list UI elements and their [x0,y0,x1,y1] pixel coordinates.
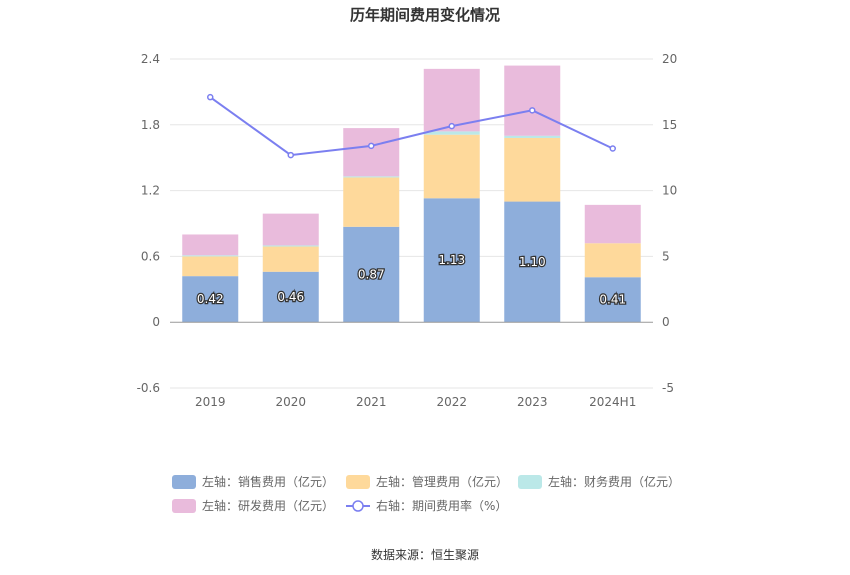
bar-segment [423,134,480,199]
line-path [209,96,614,157]
bar-segment [504,201,561,323]
bar-data-label: 0.87 [358,267,385,281]
bar-data-label: 0.41 [599,293,626,307]
line-point [207,93,214,101]
right-axis-tick-label: 15 [662,118,677,132]
left-axis-tick-label: 0.6 [141,249,160,263]
legend-label: 左轴：研发费用（亿元） [202,498,334,513]
x-axis: 2019 2020 2021 2022 2023 2024H1 [170,321,653,409]
line-point [529,107,536,114]
bar-segment [423,198,480,323]
left-axis-tick-label: 1.8 [141,118,160,132]
x-axis-tick-label: 2022 [436,395,467,409]
legend-line-marker [352,500,364,512]
left-axis-tick-label: 1.2 [141,184,160,198]
bar-segment [182,255,239,257]
grid-lines [170,58,653,389]
bar-data-labels: 0.42 0.46 0.87 1.13 1.10 0.41 [196,252,628,308]
right-axis-tick-label: 10 [662,184,677,198]
bar-segment [182,256,239,277]
line-point [368,142,375,150]
legend: 左轴：销售费用（亿元） 左轴：管理费用（亿元） 左轴：财务费用（亿元） 左轴：研发费用… [172,474,680,513]
bar-segment [182,234,239,256]
legend-label: 左轴：财务费用（亿元） [548,474,680,489]
bar-segment [343,226,400,323]
bar-data-label: 1.13 [438,253,465,267]
bar-series [182,65,641,323]
x-axis-tick-label: 2021 [356,395,387,409]
bar-segment [262,245,319,247]
bar-segment [584,243,641,278]
bar-segment [262,213,319,246]
bar-segment [262,246,319,272]
bar-segment [584,277,641,323]
bar-segment [343,176,400,178]
source-note: 数据来源：恒生聚源 [371,547,479,562]
left-axis-tick-label: 2.4 [141,52,160,66]
left-axis: -0.6 0 0.6 1.2 1.8 2.4 [137,52,160,395]
legend-label: 左轴：管理费用（亿元） [376,474,508,489]
right-axis-tick-label: 20 [662,52,677,66]
bar-segment [584,204,641,244]
left-axis-tick-label: -0.6 [137,381,160,395]
bar-segment [262,271,319,323]
line-point [448,122,455,130]
line-point [609,145,616,152]
legend-swatch [172,499,196,513]
legend-swatch [346,475,370,489]
bar-segment [343,128,400,177]
legend-label: 左轴：销售费用（亿元） [202,474,334,489]
bar-segment [504,65,561,136]
bar-data-label: 1.10 [519,255,546,269]
right-axis-tick-label: 5 [662,249,670,263]
bar-data-label: 0.46 [277,290,304,304]
x-axis-tick-label: 2023 [517,395,548,409]
bar-segment [182,276,239,323]
left-axis-tick-label: 0 [152,315,160,329]
legend-swatch [518,475,542,489]
right-axis-tick-label: 0 [662,315,670,329]
bar-segment [504,135,561,138]
x-axis-tick-label: 2024H1 [589,395,636,409]
right-axis-tick-label: -5 [662,381,674,395]
right-axis: -5 0 5 10 15 20 [662,52,677,395]
bar-segment [504,137,561,202]
legend-swatch [172,475,196,489]
line-series [207,93,616,159]
bar-data-label: 0.42 [197,292,224,306]
bar-segment [343,177,400,227]
legend-label: 右轴：期间费用率（%） [376,498,507,513]
line-point [287,151,294,159]
bar-segment [423,68,480,132]
x-axis-tick-label: 2019 [195,395,226,409]
bar-segment [423,131,480,135]
chart-title: 历年期间费用变化情况 [350,6,500,24]
x-axis-tick-label: 2020 [275,395,306,409]
